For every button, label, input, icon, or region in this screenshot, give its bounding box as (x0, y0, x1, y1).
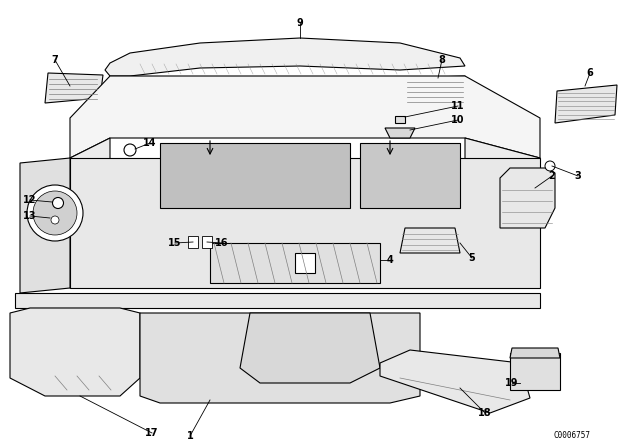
Text: 11: 11 (451, 101, 465, 111)
Polygon shape (403, 76, 467, 106)
Polygon shape (500, 168, 555, 228)
Polygon shape (20, 158, 70, 293)
Polygon shape (555, 85, 617, 123)
Text: C0006757: C0006757 (553, 431, 590, 440)
Text: 6: 6 (587, 68, 593, 78)
Polygon shape (45, 73, 103, 103)
Polygon shape (395, 116, 405, 123)
Circle shape (124, 144, 136, 156)
Polygon shape (240, 313, 380, 383)
Circle shape (52, 198, 63, 208)
Polygon shape (385, 128, 415, 138)
Circle shape (33, 191, 77, 235)
Polygon shape (10, 308, 140, 396)
Polygon shape (140, 313, 420, 403)
Text: 5: 5 (468, 253, 476, 263)
Circle shape (51, 216, 59, 224)
Text: 19: 19 (505, 378, 519, 388)
Polygon shape (202, 236, 212, 248)
Text: 18: 18 (478, 408, 492, 418)
Text: 3: 3 (575, 171, 581, 181)
Polygon shape (360, 143, 460, 208)
Text: 13: 13 (23, 211, 36, 221)
Text: 4: 4 (387, 255, 394, 265)
Polygon shape (188, 236, 198, 248)
Text: 10: 10 (451, 115, 465, 125)
Text: 8: 8 (438, 55, 445, 65)
Text: 12: 12 (23, 195, 36, 205)
Text: 2: 2 (548, 171, 556, 181)
Polygon shape (15, 293, 540, 308)
Text: 15: 15 (168, 238, 182, 248)
Polygon shape (70, 158, 540, 288)
Polygon shape (210, 243, 380, 283)
Polygon shape (160, 143, 350, 208)
Circle shape (27, 185, 83, 241)
Text: 1: 1 (187, 431, 193, 441)
Text: 16: 16 (215, 238, 228, 248)
Text: 7: 7 (52, 55, 58, 65)
Polygon shape (380, 350, 530, 413)
Polygon shape (70, 138, 540, 288)
Polygon shape (510, 348, 560, 358)
Polygon shape (400, 228, 460, 253)
Text: 14: 14 (143, 138, 157, 148)
Polygon shape (70, 76, 540, 158)
Circle shape (545, 161, 555, 171)
Polygon shape (105, 38, 465, 76)
Text: 9: 9 (296, 18, 303, 28)
Text: 17: 17 (145, 428, 159, 438)
Polygon shape (510, 353, 560, 390)
Polygon shape (295, 253, 315, 273)
